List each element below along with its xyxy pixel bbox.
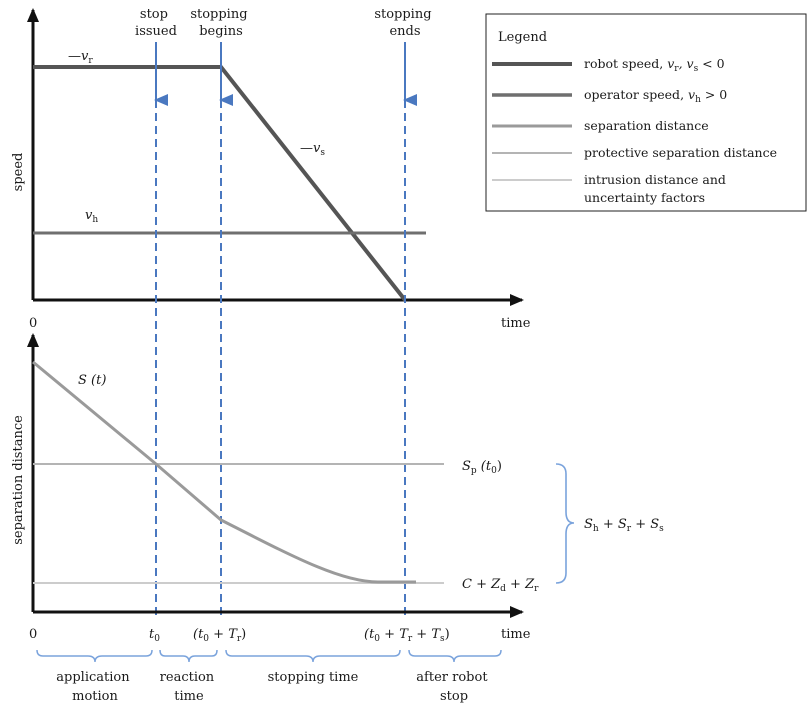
- event-stopping-begins: stopping begins: [190, 7, 251, 39]
- tick-t0: t0: [149, 627, 160, 644]
- label-sh-sr-ss: Sh + Sr + Ss: [584, 517, 664, 534]
- label-c-zd-zr: C + Zd + Zr: [462, 577, 539, 594]
- legend-item-intrusion: intrusion distance and uncertainty facto…: [584, 172, 730, 205]
- separation-distance-curve: [32, 360, 416, 584]
- top-x-label: time: [501, 316, 531, 331]
- label-s-t: S (t): [78, 373, 106, 388]
- phase-braces: application motion reaction time stoppin…: [36, 649, 502, 704]
- legend-item-protective: protective separation distance: [584, 145, 777, 160]
- top-y-label: speed: [11, 153, 26, 192]
- brace-after-robot-stop: [408, 649, 502, 663]
- brace-application-motion: [36, 649, 153, 663]
- label-sp-t0: Sp (t0): [462, 459, 502, 476]
- tick-zero: 0: [29, 627, 37, 642]
- phase-after-robot-stop: after robot stop: [416, 670, 491, 704]
- phase-stopping-time: stopping time: [268, 670, 359, 685]
- bottom-x-label: time: [501, 627, 531, 642]
- label-neg-vs: —vs: [300, 141, 325, 158]
- legend-box: [485, 13, 807, 212]
- legend-title: Legend: [498, 30, 547, 45]
- brace-stopping-time: [225, 649, 401, 663]
- brace-reaction-time: [159, 649, 218, 663]
- tick-t0-tr-ts: (t0 + Tr + Ts): [364, 627, 450, 644]
- label-vh: vh: [85, 208, 98, 225]
- event-stopping-ends: stopping ends: [374, 7, 435, 39]
- phase-reaction-time: reaction time: [160, 670, 219, 704]
- robot-speed-line: [33, 65, 407, 302]
- top-origin-label: 0: [29, 316, 37, 331]
- event-stop-issued: stop issued: [135, 7, 177, 39]
- bottom-distance-plot: S (t) Sp (t0) C + Zd + Zr Sh + Sr + Ss s…: [11, 333, 664, 644]
- top-speed-plot: —vr —vs vh speed time 0: [11, 8, 531, 331]
- tick-t0-tr: (t0 + Tr): [193, 627, 246, 644]
- phase-application-motion: application motion: [56, 670, 133, 704]
- legend-item-separation: separation distance: [584, 118, 709, 133]
- bottom-y-label: separation distance: [11, 415, 26, 545]
- legend-item-operator-speed: operator speed, vh > 0: [584, 87, 727, 105]
- legend-item-robot-speed: robot speed, vr, vs < 0: [584, 56, 725, 74]
- event-labels: stop issued stopping begins stopping end…: [135, 7, 435, 39]
- event-markers: [154, 42, 417, 615]
- brace-right: [555, 463, 575, 584]
- legend: Legend robot speed, vr, vs < 0 operator …: [485, 13, 807, 212]
- label-neg-vr: —vr: [68, 49, 93, 66]
